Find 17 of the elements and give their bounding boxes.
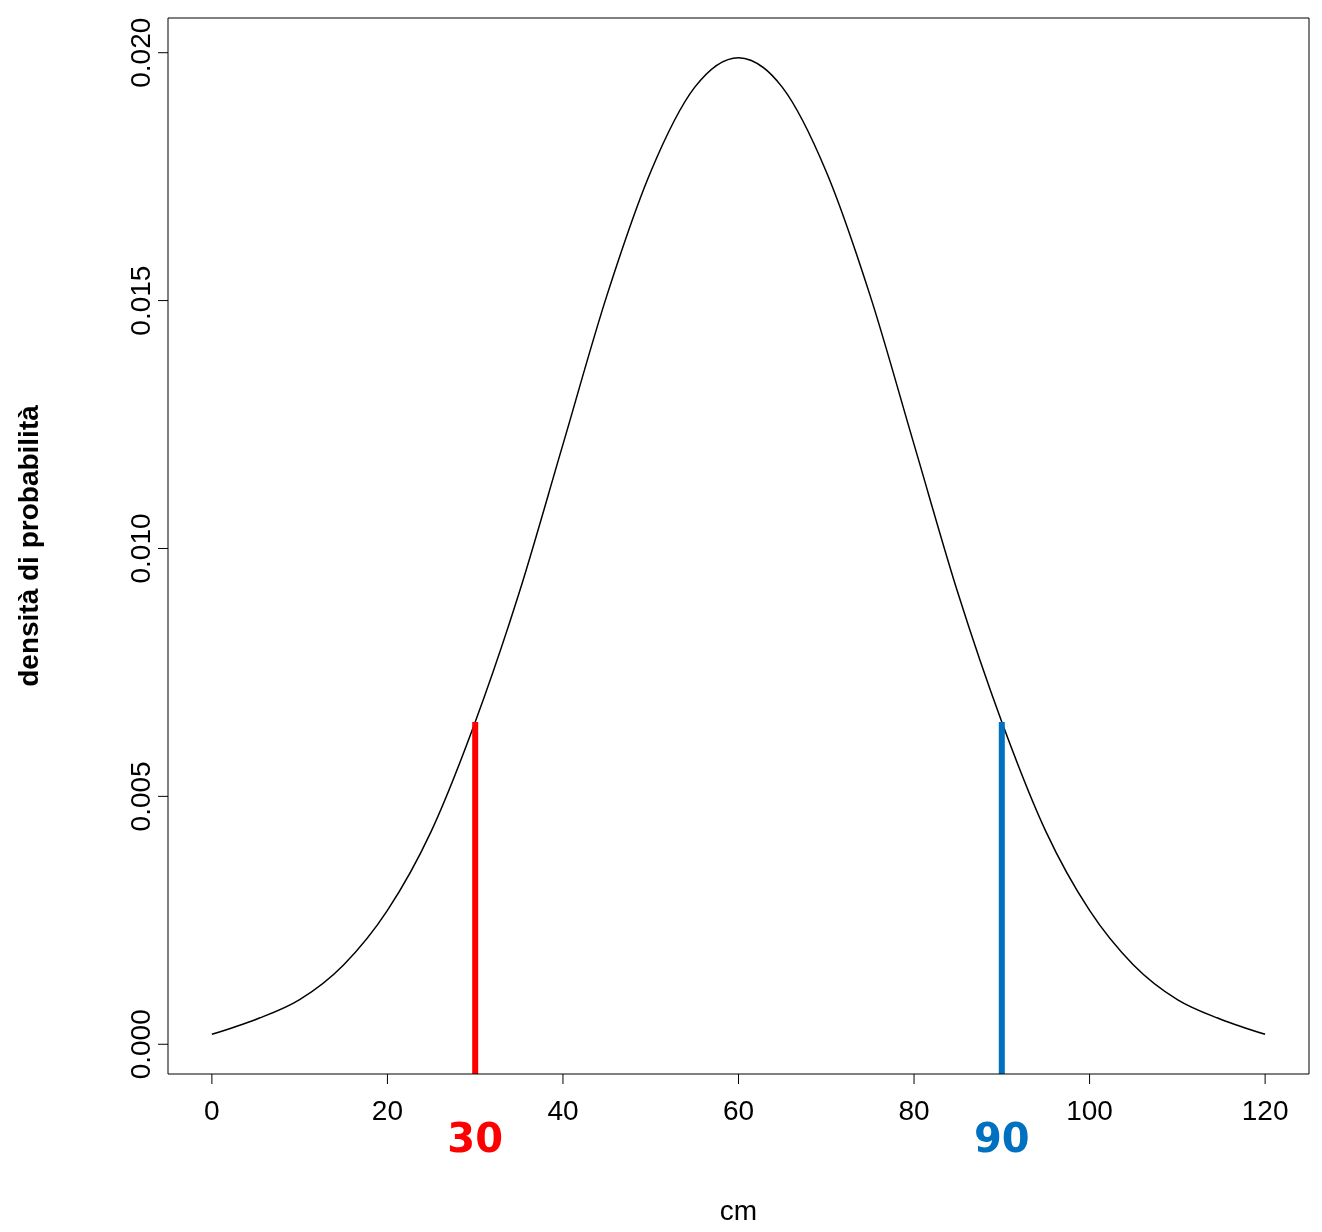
x-tick-label: 120 xyxy=(1241,1094,1289,1126)
y-tick-label: 0.005 xyxy=(125,761,156,832)
x-axis-title: cm xyxy=(719,1195,758,1226)
y-tick-label: 0.000 xyxy=(125,1009,156,1080)
x-tick-label: 0 xyxy=(204,1094,220,1126)
x-tick-label: 60 xyxy=(722,1094,755,1126)
y-tick-label: 0.020 xyxy=(125,17,156,88)
x-tick-label: 20 xyxy=(371,1094,403,1126)
ref-line-label: 90 xyxy=(973,1115,1030,1161)
x-tick-label: 80 xyxy=(898,1094,930,1126)
y-tick-label: 0.010 xyxy=(125,513,156,584)
x-tick-label: 40 xyxy=(547,1094,579,1126)
y-axis-title: densità di probabilità xyxy=(12,404,44,687)
y-tick-label: 0.015 xyxy=(125,265,156,336)
line-series xyxy=(211,56,1266,1036)
x-tick-label: 100 xyxy=(1066,1094,1113,1126)
ref-line-label: 30 xyxy=(447,1115,504,1161)
